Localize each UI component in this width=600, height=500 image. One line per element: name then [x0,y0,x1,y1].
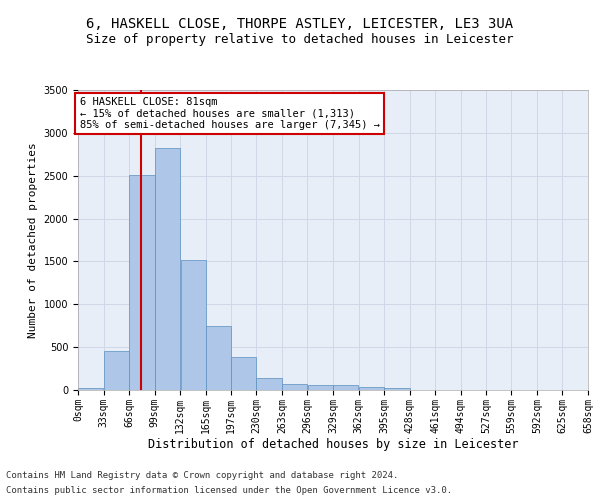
Text: 6, HASKELL CLOSE, THORPE ASTLEY, LEICESTER, LE3 3UA: 6, HASKELL CLOSE, THORPE ASTLEY, LEICEST… [86,18,514,32]
Bar [155,148,180,390]
Bar [206,326,231,390]
Bar [385,388,410,390]
Text: Contains public sector information licensed under the Open Government Licence v3: Contains public sector information licen… [6,486,452,495]
Bar [181,260,206,390]
Bar [256,378,281,390]
Y-axis label: Number of detached properties: Number of detached properties [28,142,38,338]
Bar [333,386,358,390]
Text: Contains HM Land Registry data © Crown copyright and database right 2024.: Contains HM Land Registry data © Crown c… [6,471,398,480]
X-axis label: Distribution of detached houses by size in Leicester: Distribution of detached houses by size … [148,438,518,452]
Bar [104,350,129,390]
Bar [231,356,256,390]
Bar [130,175,155,390]
Bar [308,386,333,390]
Bar [78,388,103,390]
Bar [359,388,384,390]
Text: 6 HASKELL CLOSE: 81sqm
← 15% of detached houses are smaller (1,313)
85% of semi-: 6 HASKELL CLOSE: 81sqm ← 15% of detached… [80,97,380,130]
Bar [282,384,307,390]
Text: Size of property relative to detached houses in Leicester: Size of property relative to detached ho… [86,32,514,46]
